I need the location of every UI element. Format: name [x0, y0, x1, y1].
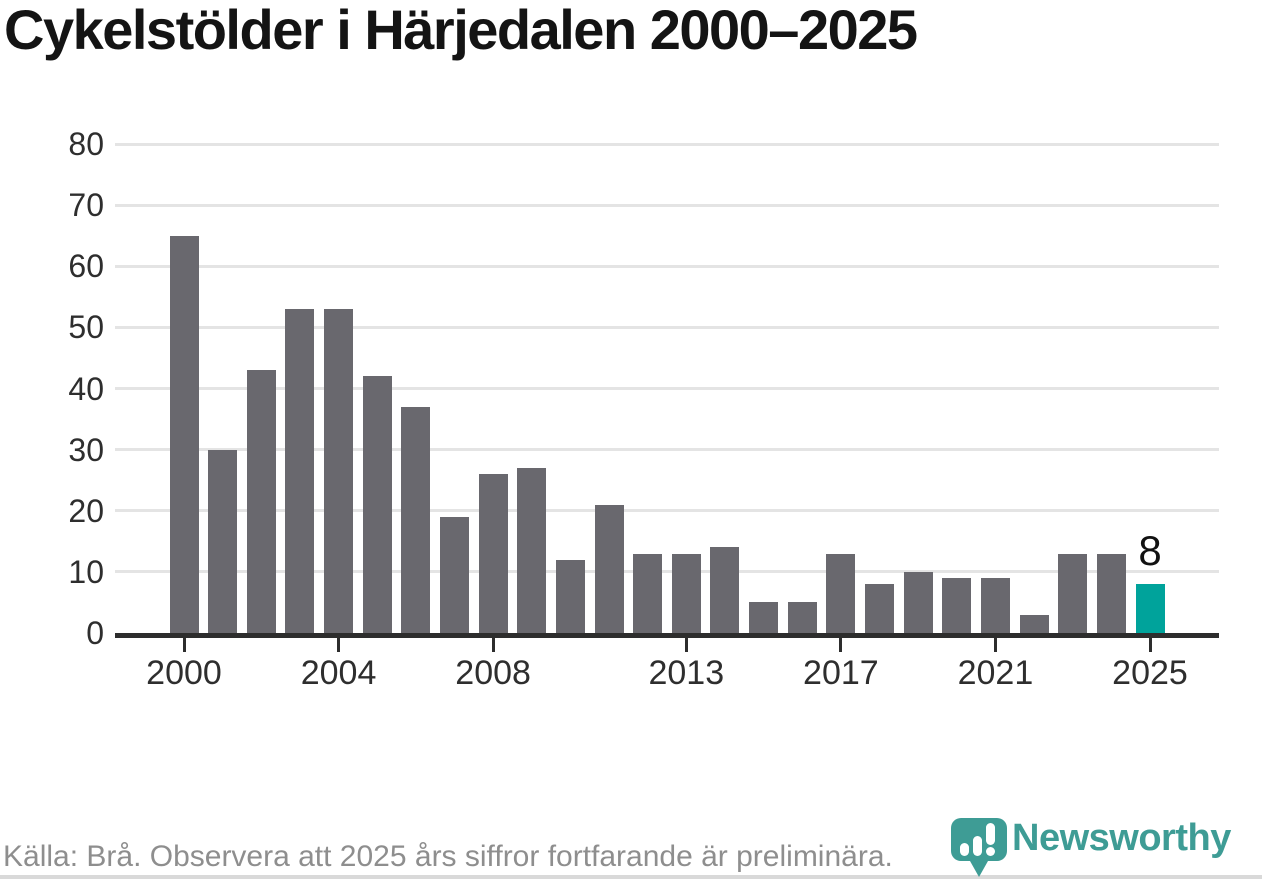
bar-2022 [1019, 614, 1049, 633]
gridline-30 [115, 448, 1219, 452]
gridline-80 [115, 142, 1219, 146]
bar-2006 [401, 406, 431, 633]
x-tick-2004 [337, 633, 341, 652]
x-axis-line [115, 633, 1219, 638]
y-tick-label-40: 40 [68, 370, 104, 407]
gridline-70 [115, 203, 1219, 207]
x-tick-label-2013: 2013 [648, 654, 725, 692]
x-tick-label-2017: 2017 [803, 654, 879, 692]
y-tick-label-30: 30 [68, 431, 104, 468]
bar-2020 [942, 578, 972, 633]
bar-2021 [980, 578, 1010, 633]
bar-2010 [555, 559, 585, 633]
gridline-50 [115, 325, 1219, 329]
bar-2016 [787, 602, 817, 633]
newsworthy-logo-text: Newsworthy [1012, 817, 1231, 859]
bottom-rule [0, 875, 1262, 879]
gridline-10 [115, 570, 1219, 574]
x-tick-label-2021: 2021 [957, 654, 1034, 692]
bar-2005 [362, 376, 392, 633]
gridline-20 [115, 509, 1219, 513]
bar-2018 [865, 584, 895, 633]
bar-2008 [478, 474, 508, 633]
bar-2009 [517, 467, 547, 633]
bar-2025 [1135, 584, 1165, 633]
y-tick-label-70: 70 [68, 187, 104, 224]
newsworthy-logo-icon [951, 818, 1007, 877]
x-tick-2025 [1148, 633, 1152, 652]
bar-2024 [1096, 553, 1126, 633]
bar-2014 [710, 547, 740, 633]
y-tick-label-10: 10 [68, 553, 104, 590]
x-tick-label-2025: 2025 [1112, 654, 1188, 692]
bar-2011 [594, 504, 624, 633]
gridline-60 [115, 264, 1219, 268]
bar-2013 [671, 553, 701, 633]
gridline-40 [115, 387, 1219, 390]
bar-2007 [439, 516, 469, 633]
highlight-value-label: 8 [1138, 527, 1162, 575]
y-tick-label-60: 60 [68, 248, 104, 285]
bar-2017 [826, 553, 856, 633]
x-tick-2008 [491, 633, 495, 652]
y-tick-label-80: 80 [68, 126, 104, 162]
bar-2023 [1058, 553, 1088, 633]
bar-2012 [633, 553, 663, 633]
y-tick-label-20: 20 [68, 492, 104, 529]
bar-2002 [246, 370, 276, 633]
y-tick-label-0: 0 [86, 615, 104, 651]
y-tick-label-50: 50 [68, 309, 104, 346]
source-note: Källa: Brå. Observera att 2025 års siffr… [3, 840, 893, 873]
x-tick-2017 [839, 633, 843, 652]
bar-2003 [285, 309, 315, 633]
bar-2001 [208, 449, 238, 633]
x-tick-2013 [684, 633, 688, 652]
x-tick-2000 [182, 633, 186, 652]
bar-2004 [324, 309, 354, 633]
x-tick-label-2008: 2008 [455, 654, 531, 692]
x-tick-2021 [993, 633, 997, 652]
x-tick-label-2000: 2000 [146, 654, 222, 692]
plot-area: 8 [115, 142, 1219, 633]
bar-2015 [749, 602, 779, 633]
bar-2019 [903, 571, 933, 633]
x-tick-label-2004: 2004 [300, 654, 377, 692]
chart-title: Cykelstölder i Härjedalen 2000–2025 [4, 0, 918, 61]
bar-2000 [169, 235, 199, 633]
